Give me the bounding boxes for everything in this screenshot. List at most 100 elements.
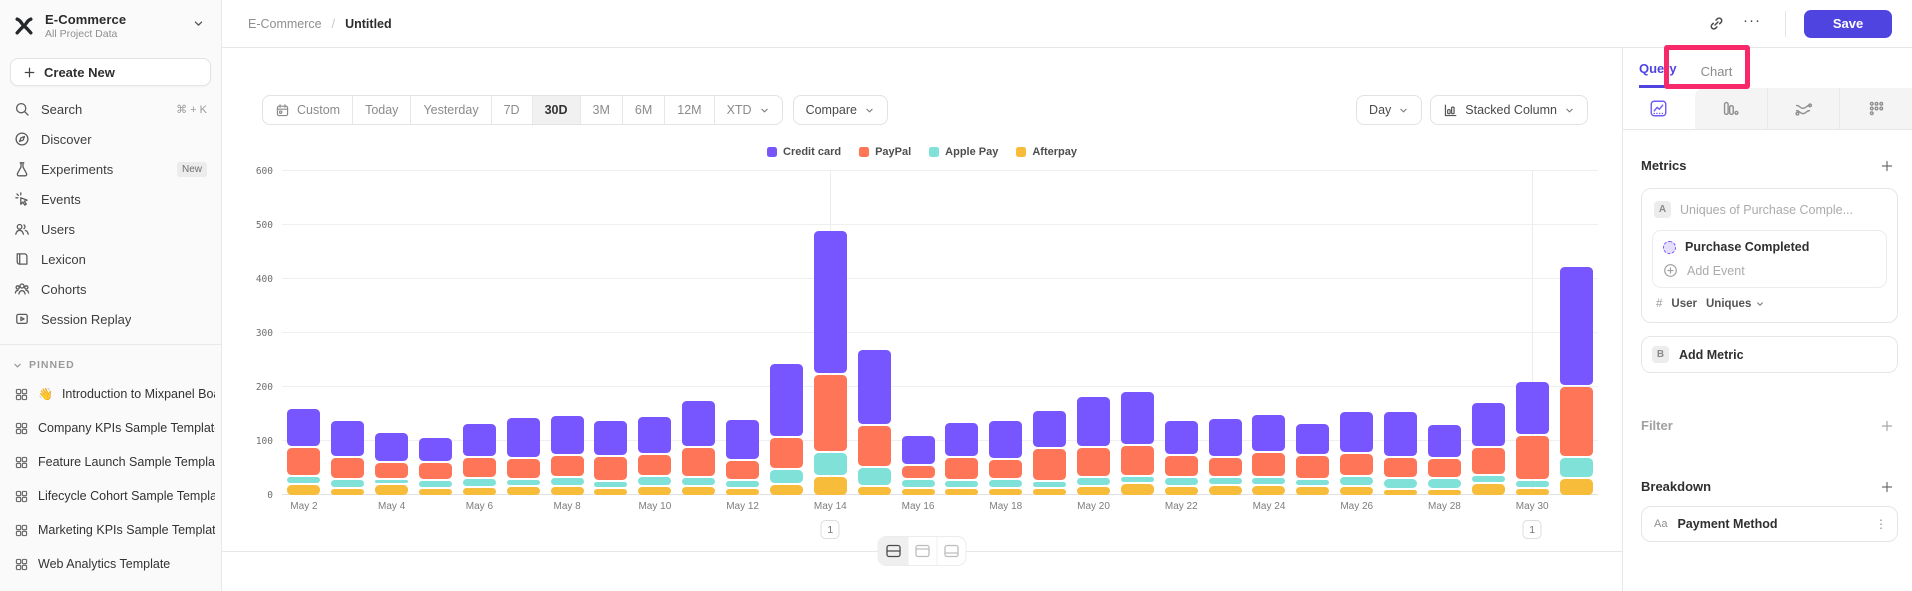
bar-may-6[interactable] bbox=[457, 171, 501, 495]
bar-may-30[interactable] bbox=[1510, 171, 1554, 495]
bar-may-27[interactable] bbox=[1379, 171, 1423, 495]
x-axis-tick-label: May 10 bbox=[638, 501, 672, 512]
layout-split-view-button[interactable] bbox=[878, 537, 908, 565]
bar-segment-afterpay bbox=[1077, 486, 1111, 495]
add-metric-label: Add Metric bbox=[1679, 347, 1744, 362]
range-30d[interactable]: 30D bbox=[531, 96, 580, 124]
sidebar-item-search[interactable]: Search ⌘ + K bbox=[0, 94, 221, 124]
breadcrumb-page-title[interactable]: Untitled bbox=[345, 16, 392, 31]
bar-may-11[interactable] bbox=[677, 171, 721, 495]
sidebar-item-events[interactable]: Events bbox=[0, 184, 221, 214]
bar-may-21[interactable] bbox=[1115, 171, 1159, 495]
bar-may-12[interactable] bbox=[721, 171, 765, 495]
legend-item-apple-pay[interactable]: Apple Pay bbox=[929, 146, 998, 158]
report-tab-retention[interactable] bbox=[1839, 88, 1912, 129]
bar-may-16[interactable] bbox=[896, 171, 940, 495]
bar-may-26[interactable] bbox=[1335, 171, 1379, 495]
sidebar-item-session-replay[interactable]: Session Replay bbox=[0, 304, 221, 334]
tab-chart[interactable]: Chart bbox=[1700, 64, 1733, 79]
legend-label: Credit card bbox=[783, 146, 842, 158]
bar-may-14[interactable] bbox=[808, 171, 852, 495]
bar-may-18[interactable] bbox=[984, 171, 1028, 495]
metric-name-row[interactable]: A Uniques of Purchase Comple... bbox=[1652, 199, 1887, 222]
annotation-badge[interactable]: 1 bbox=[1522, 520, 1542, 539]
pinned-board-item[interactable]: Marketing KPIs Sample Template bbox=[0, 513, 221, 547]
bar-may-29[interactable] bbox=[1466, 171, 1510, 495]
legend-item-paypal[interactable]: PayPal bbox=[859, 146, 911, 158]
bar-may-9[interactable] bbox=[589, 171, 633, 495]
bar-may-5[interactable] bbox=[414, 171, 458, 495]
compare-button[interactable]: Compare bbox=[792, 95, 888, 125]
add-filter-button[interactable] bbox=[1880, 419, 1898, 433]
bar-may-31[interactable] bbox=[1554, 171, 1598, 495]
range-yesterday[interactable]: Yesterday bbox=[410, 96, 490, 124]
report-tab-funnels[interactable] bbox=[1694, 88, 1767, 129]
range-12m[interactable]: 12M bbox=[664, 96, 713, 124]
bar-segment-credit-card bbox=[989, 421, 1023, 459]
range-6m[interactable]: 6M bbox=[621, 96, 664, 124]
bar-may-19[interactable] bbox=[1028, 171, 1072, 495]
sidebar-item-cohorts[interactable]: Cohorts bbox=[0, 274, 221, 304]
pinned-board-item[interactable]: Lifecycle Cohort Sample Template bbox=[0, 479, 221, 513]
bar-may-24[interactable] bbox=[1247, 171, 1291, 495]
bar-may-23[interactable] bbox=[1203, 171, 1247, 495]
add-metric-card[interactable]: B Add Metric bbox=[1641, 336, 1898, 373]
range-today[interactable]: Today bbox=[352, 96, 410, 124]
event-row[interactable]: Purchase Completed bbox=[1653, 231, 1886, 263]
create-new-button[interactable]: Create New bbox=[10, 58, 211, 86]
annotation-badge[interactable]: 1 bbox=[820, 520, 840, 539]
chart-type-dropdown[interactable]: Stacked Column bbox=[1430, 95, 1588, 125]
bar-may-3[interactable] bbox=[326, 171, 370, 495]
tab-query[interactable]: Query bbox=[1639, 61, 1677, 88]
x-axis-tick-label: May 6 bbox=[465, 501, 494, 512]
report-tab-insights[interactable] bbox=[1623, 88, 1695, 129]
share-link-button[interactable] bbox=[1701, 9, 1731, 39]
range-custom[interactable]: Custom bbox=[263, 96, 352, 124]
sidebar-item-lexicon[interactable]: Lexicon bbox=[0, 244, 221, 274]
more-options-button[interactable]: ··· bbox=[1737, 9, 1767, 39]
save-button[interactable]: Save bbox=[1804, 9, 1892, 38]
pinned-board-item[interactable]: 👋 Introduction to Mixpanel Boards bbox=[0, 377, 221, 411]
report-tab-flows[interactable] bbox=[1766, 88, 1840, 129]
bar-may-13[interactable] bbox=[765, 171, 809, 495]
add-event-row[interactable]: Add Event bbox=[1653, 263, 1886, 287]
range-3m[interactable]: 3M bbox=[579, 96, 622, 124]
sidebar-item-discover[interactable]: Discover bbox=[0, 124, 221, 154]
search-icon bbox=[15, 102, 29, 116]
breadcrumb-project[interactable]: E-Commerce bbox=[248, 16, 322, 31]
bar-may-28[interactable] bbox=[1423, 171, 1467, 495]
bar-segment-paypal bbox=[901, 466, 935, 479]
pinned-board-item[interactable]: Feature Launch Sample Template bbox=[0, 445, 221, 479]
layout-chart-only-button[interactable] bbox=[907, 537, 937, 565]
bar-may-10[interactable] bbox=[633, 171, 677, 495]
bar-may-8[interactable] bbox=[545, 171, 589, 495]
bar-may-17[interactable] bbox=[940, 171, 984, 495]
layout-table-only-button[interactable] bbox=[936, 537, 966, 565]
range-xtd[interactable]: XTD bbox=[713, 96, 782, 124]
book-icon bbox=[14, 251, 30, 267]
aggregation-row[interactable]: # User Uniques bbox=[1652, 288, 1887, 310]
legend-item-credit-card[interactable]: Credit card bbox=[767, 146, 841, 158]
range-7d[interactable]: 7D bbox=[490, 96, 532, 124]
bar-may-22[interactable] bbox=[1159, 171, 1203, 495]
add-metric-plus-button[interactable] bbox=[1880, 159, 1898, 173]
granularity-dropdown[interactable]: Day bbox=[1356, 95, 1423, 125]
bar-may-7[interactable] bbox=[501, 171, 545, 495]
aggregation-type-dropdown[interactable]: Uniques bbox=[1706, 298, 1765, 310]
bar-may-25[interactable] bbox=[1291, 171, 1335, 495]
bar-segment-apple-pay bbox=[594, 482, 628, 487]
add-breakdown-button[interactable] bbox=[1880, 480, 1898, 494]
sidebar-item-experiments[interactable]: Experiments New bbox=[0, 154, 221, 184]
workspace-switcher[interactable]: E-Commerce All Project Data bbox=[0, 0, 221, 48]
pinned-section-header[interactable]: PINNED bbox=[0, 355, 221, 377]
bar-may-2[interactable] bbox=[282, 171, 326, 495]
pinned-board-item[interactable]: Web Analytics Template bbox=[0, 547, 221, 581]
legend-item-afterpay[interactable]: Afterpay bbox=[1016, 146, 1077, 158]
bar-may-15[interactable] bbox=[852, 171, 896, 495]
breakdown-item[interactable]: Aa Payment Method ⋮ bbox=[1641, 506, 1898, 542]
bar-may-20[interactable] bbox=[1072, 171, 1116, 495]
pinned-board-item[interactable]: Company KPIs Sample Template bbox=[0, 411, 221, 445]
kebab-menu-icon[interactable]: ⋮ bbox=[1875, 517, 1887, 531]
bar-may-4[interactable] bbox=[370, 171, 414, 495]
sidebar-item-users[interactable]: Users bbox=[0, 214, 221, 244]
